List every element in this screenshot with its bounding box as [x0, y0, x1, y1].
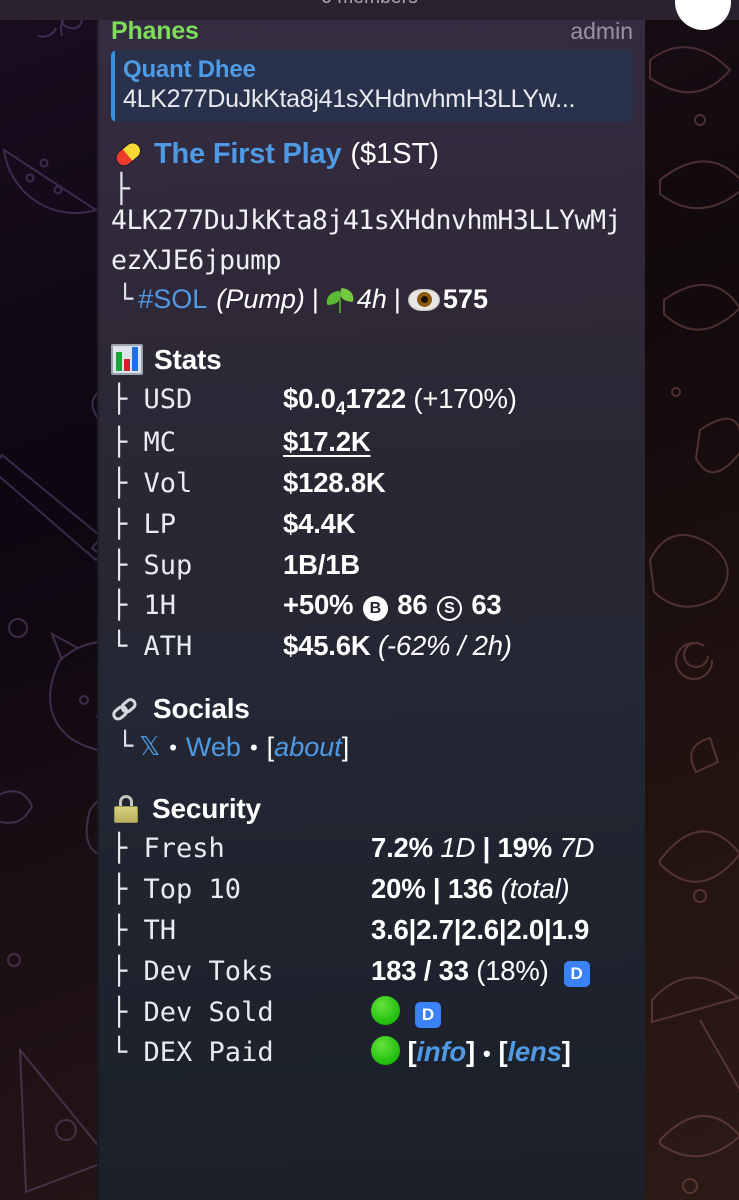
security-rows: ├ Fresh 7.2% 1D | 19% 7D ├ Top 10 20% | …	[111, 828, 633, 1073]
security-section: Security ├ Fresh 7.2% 1D | 19% 7D ├ Top …	[111, 793, 633, 1073]
stat-row-vol: ├ Vol $128.8K	[111, 463, 633, 504]
lock-icon	[111, 794, 141, 825]
contract-branch-marker: ├	[113, 171, 130, 205]
stat-value-ath: $45.6K (-62% / 2h)	[283, 630, 512, 662]
stat-row-mc: ├ MC $17.2K	[111, 422, 633, 463]
status-green-dot-icon	[371, 995, 400, 1025]
about-link[interactable]: about	[274, 732, 342, 763]
stat-value-sup: 1B/1B	[283, 548, 360, 580]
lens-link[interactable]: lens	[507, 1036, 562, 1068]
sender-role-label: admin	[570, 17, 633, 44]
chain-branch-marker: └	[117, 284, 134, 316]
stat-value-usd: $0.041722 (+170%)	[283, 382, 517, 419]
wallpaper-right-band	[639, 0, 739, 1200]
message-bubble[interactable]: Phanes admin Quant Dhee 4LK277DuJkKta8j4…	[97, 10, 645, 1200]
security-label-dex-paid: └ DEX Paid	[111, 1037, 274, 1069]
token-name[interactable]: The First Play	[154, 137, 342, 170]
link-icon	[105, 687, 149, 731]
stat-row-sup: ├ Sup 1B/1B	[111, 545, 633, 586]
contract-address[interactable]: 4LK277DuJkKta8j41sXHdnvhmH3LLYwMjezXJE6j…	[111, 204, 622, 277]
stat-row-lp: ├ LP $4.4K	[111, 504, 633, 545]
stat-row-ath: └ ATH $45.6K (-62% / 2h)	[111, 626, 633, 667]
token-title-row: The First Play ($1ST)	[111, 136, 633, 173]
bubble-edge	[97, 10, 99, 1200]
security-row-dex-paid: └ DEX Paid [info] • [lens]	[111, 1032, 633, 1073]
chain-tag[interactable]: #SOL	[138, 284, 208, 315]
reply-author: Quant Dhee	[123, 56, 256, 83]
stat-label-1h: ├ 1H	[111, 590, 177, 622]
message-header: Phanes admin	[111, 10, 633, 46]
x-twitter-icon[interactable]: 𝕏	[139, 731, 161, 762]
pill-icon	[104, 130, 152, 178]
stats-heading-row: Stats	[111, 344, 633, 376]
stat-label-lp: ├ LP	[111, 508, 177, 540]
security-label-top10: ├ Top 10	[111, 873, 242, 905]
stat-value-mc[interactable]: $17.2K	[283, 425, 371, 457]
stat-row-1h: ├ 1H +50% B 86 S 63	[111, 585, 633, 626]
info-link[interactable]: info	[416, 1036, 467, 1068]
dev-badge-icon[interactable]: D	[563, 960, 590, 987]
stats-heading-label: Stats	[154, 343, 222, 375]
security-row-fresh: ├ Fresh 7.2% 1D | 19% 7D	[111, 828, 633, 869]
view-count: 575	[442, 284, 488, 315]
about-bracket-open: [	[266, 732, 275, 763]
security-label-fresh: ├ Fresh	[111, 833, 225, 865]
socials-separator-2: •	[249, 734, 258, 760]
stat-value-vol: $128.8K	[283, 466, 386, 498]
socials-heading-label: Socials	[153, 693, 250, 725]
chain-source: (Pump)	[216, 284, 305, 315]
socials-branch-marker: └	[117, 731, 134, 763]
chain-info-row: └ #SOL (Pump) | 4h | 575	[111, 282, 633, 317]
buys-badge-icon: B	[362, 596, 388, 622]
about-bracket-close: ]	[341, 732, 350, 763]
chat-header-bar: 6 members	[0, 0, 739, 20]
stat-value-1h: +50% B 86 S 63	[283, 589, 502, 622]
eye-icon	[407, 288, 440, 311]
security-row-th: ├ TH 3.6|2.7|2.6|2.0|1.9	[111, 910, 633, 951]
sells-badge-icon: S	[436, 596, 462, 622]
security-value-dev-toks: 183 / 33 (18%) D	[371, 951, 590, 991]
socials-links-row: └ 𝕏 • Web • [about]	[111, 728, 633, 767]
token-ticker: ($1ST)	[350, 137, 440, 170]
security-value-fresh: 7.2% 1D | 19% 7D	[371, 832, 595, 864]
stats-rows: ├ USD $0.041722 (+170%) ├ MC $17.2K ├ Vo…	[111, 379, 633, 668]
security-row-dev-sold: ├ Dev Sold D	[111, 992, 633, 1033]
security-value-dex-paid: [info] • [lens]	[371, 1032, 571, 1072]
security-label-dev-sold: ├ Dev Sold	[111, 996, 274, 1028]
stat-label-mc: ├ MC	[111, 426, 177, 458]
chain-separator-2: |	[393, 284, 401, 315]
stat-row-usd: ├ USD $0.041722 (+170%)	[111, 379, 633, 422]
reply-accent-bar	[111, 50, 115, 122]
stat-label-sup: ├ Sup	[111, 549, 193, 581]
token-age: 4h	[356, 284, 387, 315]
socials-separator-1: •	[169, 734, 177, 760]
reply-snippet: 4LK277DuJkKta8j41sXHdnvhmH3LLYw...	[123, 85, 576, 114]
security-heading-label: Security	[152, 793, 261, 825]
stats-section: Stats ├ USD $0.041722 (+170%) ├ MC $17.2…	[111, 344, 633, 668]
chain-separator-1: |	[311, 284, 319, 315]
wallpaper-left-band	[0, 0, 110, 1200]
security-value-dev-sold: D	[371, 992, 441, 1032]
security-label-th: ├ TH	[111, 914, 177, 946]
security-label-dev-toks: ├ Dev Toks	[111, 955, 274, 987]
reply-quote-block[interactable]: Quant Dhee 4LK277DuJkKta8j41sXHdnvhmH3LL…	[111, 50, 633, 122]
security-row-dev-toks: ├ Dev Toks 183 / 33 (18%) D	[111, 951, 633, 992]
security-value-top10: 20% | 136 (total)	[371, 872, 570, 904]
security-heading-row: Security	[111, 793, 633, 825]
web-link[interactable]: Web	[185, 732, 241, 763]
security-value-th: 3.6|2.7|2.6|2.0|1.9	[371, 913, 590, 945]
bar-chart-icon	[111, 344, 143, 375]
seedling-icon	[324, 286, 355, 314]
status-green-dot-icon	[371, 1036, 400, 1066]
stat-label-vol: ├ Vol	[111, 467, 193, 499]
security-row-top10: ├ Top 10 20% | 136 (total)	[111, 869, 633, 910]
socials-heading-row: Socials	[109, 693, 633, 725]
dev-badge-icon[interactable]: D	[414, 1001, 441, 1028]
stat-value-lp: $4.4K	[283, 507, 356, 539]
socials-section: Socials └ 𝕏 • Web • [about]	[109, 693, 633, 767]
sender-name[interactable]: Phanes	[111, 16, 199, 45]
member-count-label: 6 members	[0, 0, 739, 9]
stat-label-usd: ├ USD	[111, 383, 193, 415]
stat-label-ath: └ ATH	[111, 631, 193, 663]
